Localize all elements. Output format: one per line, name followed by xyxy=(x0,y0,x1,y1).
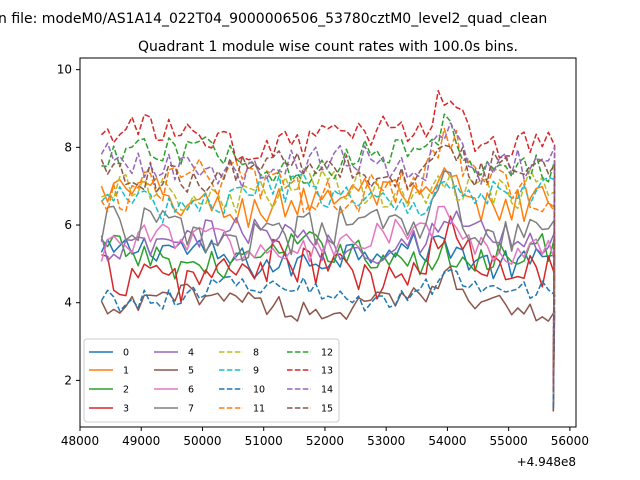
series-line-13 xyxy=(100,89,556,385)
series-line-6 xyxy=(100,205,556,404)
series-line-8 xyxy=(101,168,556,396)
figure-suptitle: n file: modeM0/AS1A14_022T04_9000006506_… xyxy=(0,11,547,27)
x-tick-label: 52000 xyxy=(306,434,344,448)
legend-label-0: 0 xyxy=(123,348,129,359)
legend-label-9: 9 xyxy=(253,366,259,377)
series-line-3 xyxy=(101,215,556,412)
series-layer xyxy=(100,89,556,412)
legend-label-12: 12 xyxy=(321,348,333,359)
legend-label-4: 4 xyxy=(188,348,194,359)
x-axis-offset-label: +4.948e8 xyxy=(517,455,576,469)
legend-label-7: 7 xyxy=(188,404,194,415)
x-tick-label: 56000 xyxy=(551,434,589,448)
legend-label-3: 3 xyxy=(123,404,129,415)
x-axis-ticks: 48000 49000 50000 51000 52000 53000 54000 55000… xyxy=(61,427,589,448)
y-tick-label: 6 xyxy=(64,218,72,232)
series-line-10 xyxy=(100,269,556,408)
y-axis-ticks: 2 4 6 8 10 xyxy=(57,63,80,387)
series-line-7 xyxy=(100,170,556,404)
x-tick-label: 54000 xyxy=(428,434,466,448)
x-tick-label: 50000 xyxy=(183,434,221,448)
x-tick-label: 51000 xyxy=(245,434,283,448)
y-tick-label: 8 xyxy=(64,140,72,154)
legend-label-10: 10 xyxy=(253,385,265,396)
legend-label-11: 11 xyxy=(253,404,265,415)
y-tick-label: 10 xyxy=(57,63,72,77)
series-line-12 xyxy=(101,113,556,389)
series-line-4 xyxy=(100,210,556,404)
legend-label-8: 8 xyxy=(253,348,259,359)
legend-label-5: 5 xyxy=(188,366,194,377)
x-tick-label: 55000 xyxy=(490,434,528,448)
x-tick-label: 49000 xyxy=(122,434,160,448)
y-tick-label: 4 xyxy=(64,296,72,310)
series-line-15 xyxy=(100,144,556,393)
y-tick-label: 2 xyxy=(64,373,72,387)
legend-label-6: 6 xyxy=(188,385,194,396)
axes-frame xyxy=(79,57,577,428)
x-tick-label: 48000 xyxy=(61,434,99,448)
legend-label-14: 14 xyxy=(321,385,333,396)
x-tick-label: 53000 xyxy=(367,434,405,448)
legend-label-1: 1 xyxy=(123,366,129,377)
axes-title: Quadrant 1 module wise count rates with … xyxy=(138,39,518,55)
legend-frame xyxy=(83,338,340,423)
series-line-9 xyxy=(100,173,556,396)
legend-label-15: 15 xyxy=(321,404,333,415)
legend-label-13: 13 xyxy=(321,366,333,377)
series-line-5 xyxy=(100,265,556,412)
legend-label-2: 2 xyxy=(123,385,129,396)
series-line-11 xyxy=(100,127,556,393)
